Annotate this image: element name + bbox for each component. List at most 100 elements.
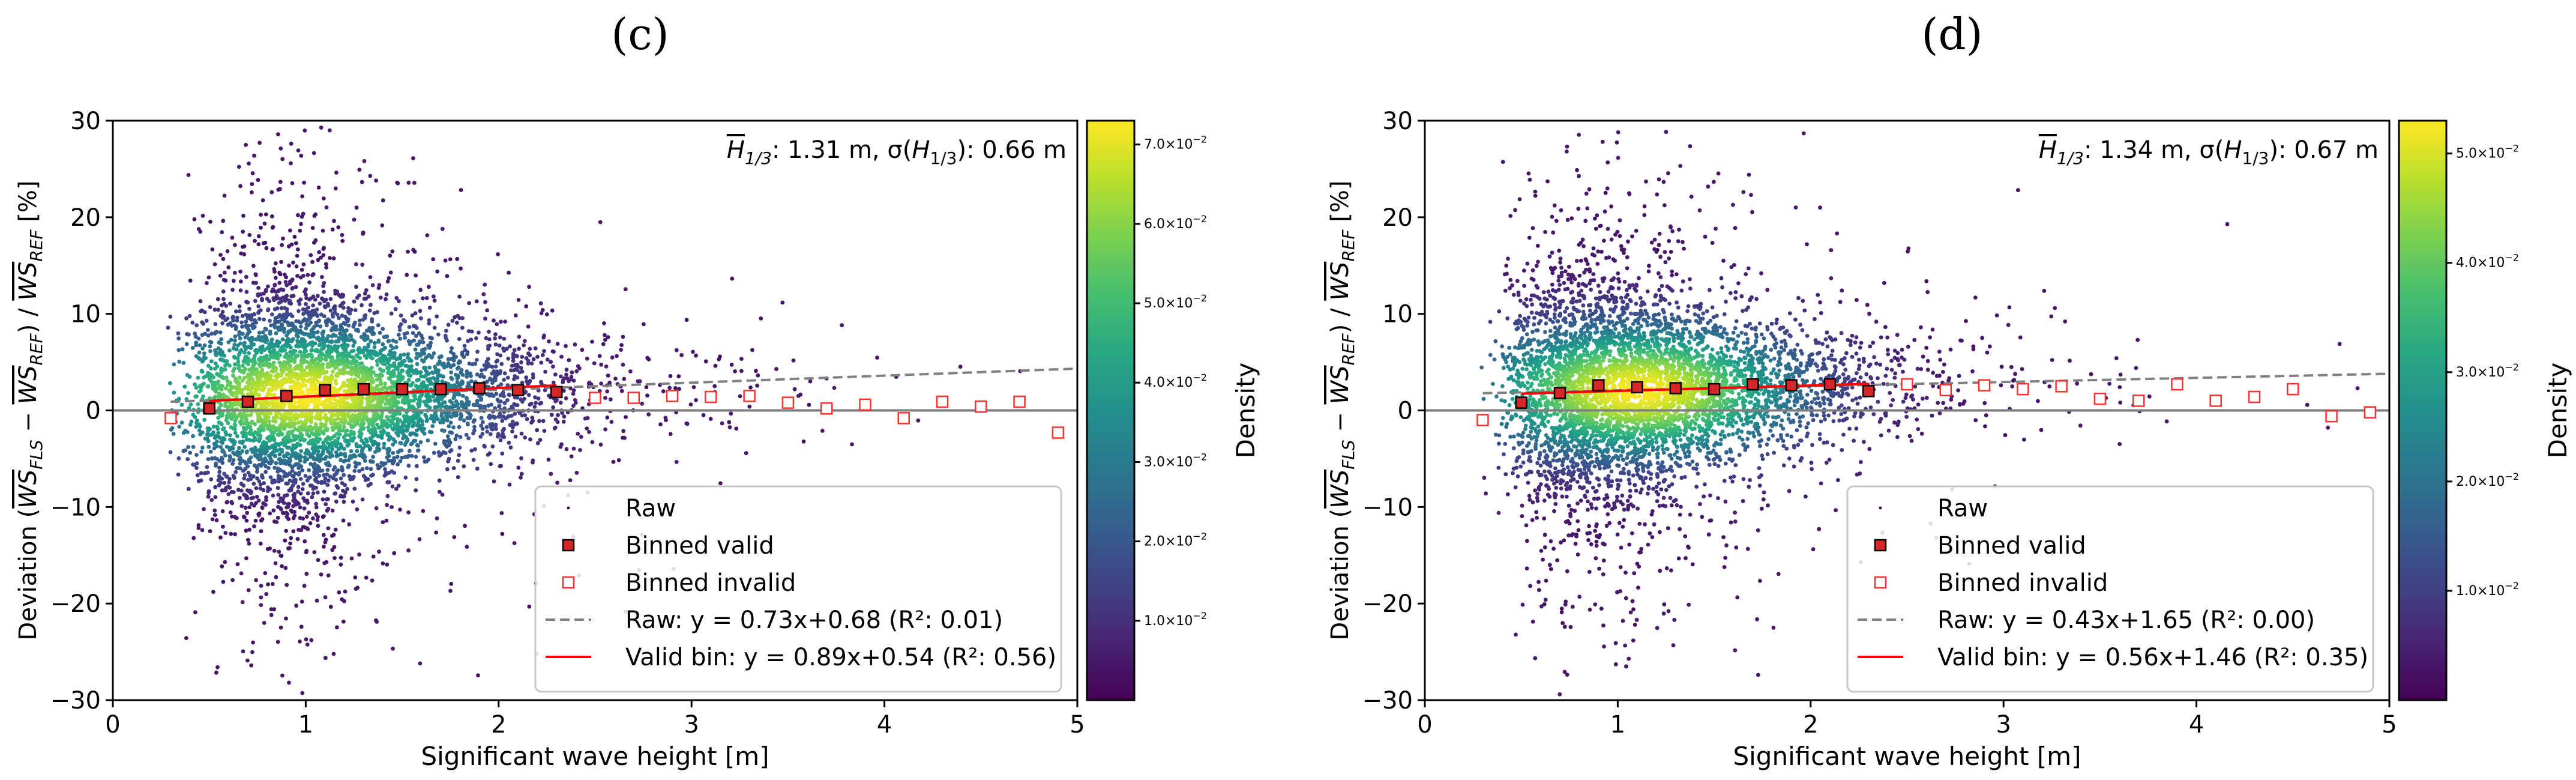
raw-point [402, 352, 406, 357]
raw-point [279, 306, 284, 310]
raw-point [512, 377, 516, 381]
raw-point [401, 398, 405, 402]
raw-point [220, 303, 224, 307]
raw-point [498, 393, 503, 398]
raw-point [298, 228, 302, 233]
raw-point [382, 441, 387, 446]
raw-point [422, 426, 426, 431]
raw-point [222, 471, 226, 476]
raw-point [297, 302, 302, 306]
raw-point [613, 376, 618, 381]
raw-point [324, 560, 329, 564]
raw-point [257, 316, 262, 321]
raw-point [353, 308, 358, 312]
raw-point [457, 316, 462, 321]
raw-point [246, 362, 250, 366]
raw-point [513, 434, 518, 439]
raw-point [221, 289, 226, 294]
raw-point [347, 474, 352, 479]
raw-point [226, 322, 230, 327]
raw-point [427, 318, 432, 322]
raw-point [226, 485, 230, 489]
raw-point [374, 178, 378, 183]
raw-point [832, 385, 837, 390]
raw-point [406, 352, 411, 357]
raw-point [238, 411, 242, 416]
raw-point [744, 451, 748, 455]
raw-point [436, 361, 441, 366]
raw-point [371, 554, 376, 559]
raw-point [215, 386, 219, 391]
raw-point [361, 317, 366, 322]
raw-point [513, 395, 517, 400]
raw-point [289, 438, 293, 443]
raw-point [356, 374, 361, 378]
raw-point [257, 330, 262, 335]
raw-point [282, 453, 287, 458]
raw-point [399, 313, 403, 318]
raw-point [448, 430, 453, 435]
raw-point [278, 272, 283, 277]
raw-point [236, 360, 241, 364]
raw-point [434, 530, 439, 535]
raw-point [233, 334, 238, 339]
raw-point [628, 369, 633, 373]
raw-point [213, 322, 218, 327]
raw-point [231, 450, 235, 455]
raw-point [280, 157, 285, 162]
raw-point [409, 453, 414, 458]
raw-point [339, 452, 343, 456]
raw-point [346, 343, 350, 348]
raw-point [231, 458, 236, 462]
raw-point [317, 445, 322, 449]
raw-point [820, 429, 825, 433]
raw-point [376, 398, 381, 402]
raw-point [334, 432, 339, 436]
raw-point [333, 366, 337, 370]
raw-point [254, 351, 259, 355]
raw-point [343, 417, 348, 422]
raw-point [228, 381, 232, 385]
raw-point [544, 312, 549, 316]
raw-point [238, 336, 242, 340]
raw-point [499, 361, 504, 366]
raw-point [502, 401, 507, 405]
raw-point [280, 243, 284, 247]
raw-point [300, 487, 305, 492]
raw-point [317, 338, 322, 343]
raw-point [302, 539, 307, 543]
raw-point [283, 316, 287, 320]
raw-point [288, 541, 292, 546]
raw-point [228, 437, 232, 442]
raw-point [256, 286, 260, 290]
raw-point [260, 505, 265, 510]
raw-point [347, 379, 352, 384]
raw-point [499, 382, 504, 387]
raw-point [243, 347, 248, 351]
raw-point [284, 528, 289, 533]
raw-point [176, 456, 181, 461]
raw-point [322, 473, 327, 477]
raw-point [433, 441, 438, 446]
raw-point [755, 383, 759, 388]
raw-point [433, 405, 437, 410]
raw-point [326, 303, 331, 308]
raw-point [438, 489, 442, 494]
raw-point [502, 426, 507, 431]
raw-point [493, 422, 498, 427]
raw-point [531, 357, 536, 361]
raw-point [720, 421, 724, 426]
raw-point [275, 375, 279, 379]
raw-point [247, 438, 251, 442]
raw-point [278, 461, 283, 465]
raw-point [322, 299, 327, 304]
raw-point [353, 575, 358, 579]
raw-point [239, 251, 244, 256]
raw-point [398, 336, 403, 341]
raw-point [311, 334, 316, 339]
raw-point [292, 367, 297, 371]
raw-point [202, 417, 207, 422]
raw-point [411, 398, 416, 403]
raw-point [292, 492, 297, 496]
raw-point [235, 562, 240, 566]
